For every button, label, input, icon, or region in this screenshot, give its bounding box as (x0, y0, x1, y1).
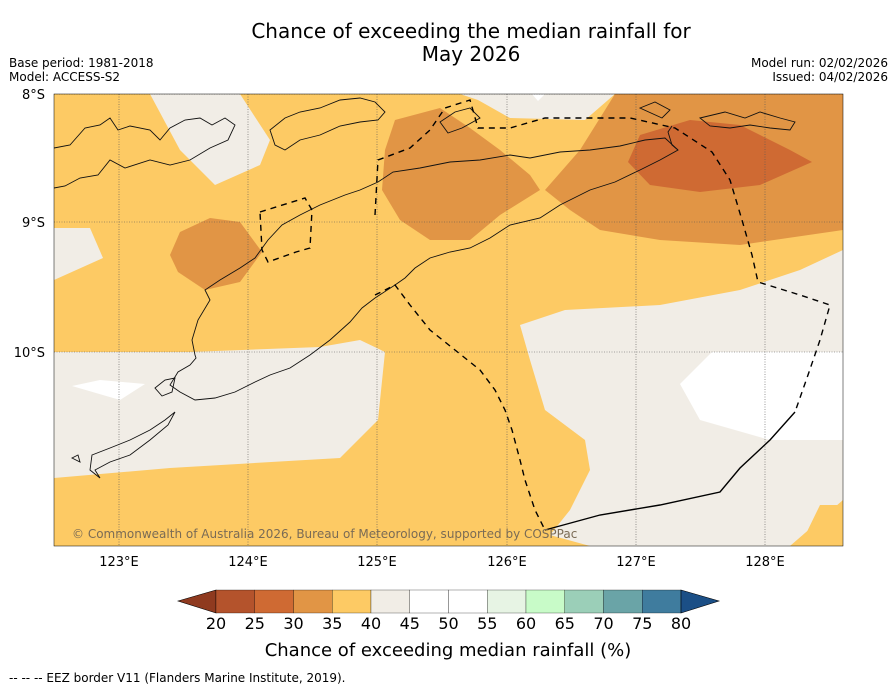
region-40-45-southeast (520, 250, 843, 546)
colorbar-segment-45-50 (409, 589, 449, 614)
colorbar-tick-55: 55 (477, 614, 498, 633)
eez-southern-boundary (544, 411, 796, 531)
map-frame (53, 93, 844, 547)
lon-label-128e: 128°E (745, 555, 785, 570)
lat-label-9s: 9°S (22, 216, 45, 231)
flores-coast (54, 117, 236, 189)
lon-label-126e: 126°E (487, 555, 527, 570)
issued-date: Issued: 04/02/2026 (772, 70, 888, 84)
region-30-35-central (382, 108, 540, 240)
timor-coast (169, 137, 679, 401)
timor-north-eez (374, 99, 831, 413)
colorbar-tick-30: 30 (283, 614, 304, 633)
lat-label-10s: 10°S (14, 346, 45, 361)
colorbar-tick-25: 25 (244, 614, 265, 633)
meta-left: Base period: 1981-2018 Model: ACCESS-S2 (9, 56, 154, 84)
timor-south-eez (374, 284, 546, 531)
colorbar-segment-50-55 (448, 589, 488, 614)
colorbar-segment-30-35 (293, 589, 333, 614)
colorbar-tick-65: 65 (554, 614, 575, 633)
lon-label-125e: 125°E (357, 555, 397, 570)
meta-right: Model run: 02/02/2026 Issued: 04/02/2026 (751, 56, 888, 84)
colorbar-tick-60: 60 (515, 614, 537, 633)
region-25-30-northeast (628, 120, 812, 192)
ndao-coast (70, 454, 81, 463)
region-30-35-west (170, 218, 262, 290)
colorbar-segment-75-80 (642, 589, 682, 614)
colorbar-title: Chance of exceeding median rainfall (%) (264, 640, 632, 661)
region-40-45-north-central (460, 94, 615, 120)
colorbar-segment-70-75 (603, 589, 643, 614)
lon-label-127e: 127°E (616, 555, 656, 570)
copyright-notice: © Commonwealth of Australia 2026, Bureau… (72, 527, 578, 541)
region-40-45-north (150, 94, 270, 185)
colorbar-segment-40-45 (370, 589, 410, 614)
semau-coast (154, 377, 176, 397)
colorbar-tick-45: 45 (399, 614, 420, 633)
region-40-45-west (54, 228, 103, 280)
colorbar-tick-75: 75 (632, 614, 653, 633)
lon-label-123e: 123°E (99, 555, 139, 570)
colorbar-extend-high (680, 589, 721, 614)
region-40-45-southwest (54, 340, 385, 478)
colorbar-segment-65-70 (564, 589, 604, 614)
atauro-coast (439, 107, 481, 134)
base-period: Base period: 1981-2018 (9, 56, 154, 70)
model-run: Model run: 02/02/2026 (750, 56, 888, 70)
colorbar-tick-80: 80 (670, 614, 692, 633)
colorbar-extend-low (176, 589, 217, 614)
alor-coast (269, 97, 386, 151)
colorbar-segment-25-30 (254, 589, 294, 614)
eez-borders (259, 99, 831, 531)
region-45-55-top (532, 94, 545, 101)
colorbar-tick-40: 40 (360, 614, 382, 633)
wetar-east-coast (699, 111, 796, 131)
oecusse-eez (259, 197, 313, 263)
colorbar-tick-50: 50 (438, 614, 459, 633)
colorbar-segment-55-60 (487, 589, 527, 614)
model-name: Model: ACCESS-S2 (9, 70, 121, 84)
colorbar-segment-35-40 (332, 589, 372, 614)
rote-coast (89, 411, 176, 479)
eez-footnote: -- -- -- EEZ border V11 (Flanders Marine… (9, 671, 346, 685)
colorbar-tick-20: 20 (205, 614, 227, 633)
lat-label-8s: 8°S (22, 88, 45, 103)
region-35-40-corner (800, 505, 843, 546)
title-line-2: May 2026 (421, 42, 521, 66)
colorbar-tick-35: 35 (322, 614, 343, 633)
colorbar-tick-70: 70 (593, 614, 614, 633)
colorbar-segment-60-65 (525, 589, 565, 614)
map-area (54, 94, 843, 546)
coastlines (54, 97, 796, 479)
lon-label-124e: 124°E (228, 555, 268, 570)
colorbar (176, 589, 721, 614)
title-line-1: Chance of exceeding the median rainfall … (251, 19, 691, 43)
chart-title: Chance of exceeding the median rainfall … (0, 20, 896, 66)
colorbar-segment-20-25 (215, 589, 255, 614)
islet-coast (638, 101, 671, 119)
region-45-55-east (680, 352, 843, 440)
region-45-55-west (72, 380, 145, 400)
